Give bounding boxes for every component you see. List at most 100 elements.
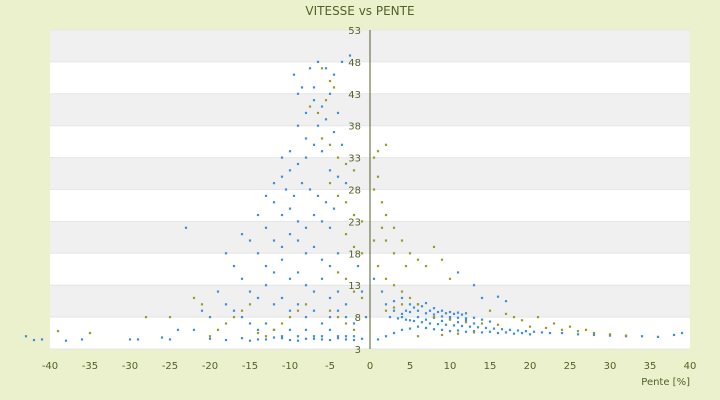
data-point-blue [404,309,408,312]
data-point-blue [280,337,284,340]
data-point-blue [476,326,480,329]
data-point-blue [408,303,412,306]
data-point-olive [392,284,396,287]
data-point-blue [500,328,504,331]
data-point-blue [300,182,304,185]
x-tick-label: -40 [42,361,58,372]
data-point-blue [440,309,444,312]
data-point-olive [592,331,596,335]
data-point-blue [312,143,316,146]
data-point-blue [136,338,140,341]
data-point-olive [360,220,364,223]
data-point-blue [472,322,476,325]
data-point-blue [240,277,244,280]
data-point-olive [336,156,340,159]
data-point-blue [288,233,292,236]
data-point-blue [328,226,332,229]
data-point-olive [208,335,212,338]
data-point-blue [304,337,308,340]
data-point-blue [384,335,388,338]
data-point-blue [448,310,452,314]
data-point-blue [456,271,460,274]
data-point-blue [540,331,544,334]
data-point-blue [280,245,284,249]
x-tick-label: -5 [325,361,335,372]
data-point-blue [24,335,28,338]
data-point-blue [344,303,348,306]
data-point-olive [376,150,380,153]
data-point-blue [248,339,252,342]
data-point-olive [392,306,396,309]
data-point-olive [408,296,412,300]
data-point-olive [352,290,356,293]
data-point-blue [364,316,368,319]
data-point-blue [320,220,324,223]
data-point-olive [440,258,444,261]
data-point-blue [416,309,420,312]
y-tick-label: 3 [355,345,361,356]
y-tick-label: 38 [348,122,361,133]
data-point-blue [280,258,284,261]
data-point-blue [296,162,300,166]
data-point-blue [320,338,324,341]
data-point-blue [312,309,316,312]
y-tick-label: 48 [348,58,361,69]
data-point-blue [248,239,252,242]
data-point-olive [320,137,324,140]
data-point-blue [304,226,308,229]
data-point-olive [584,328,588,331]
data-point-blue [328,92,332,95]
x-tick-label: -25 [162,361,178,372]
data-point-olive [232,316,236,319]
data-point-blue [340,143,344,146]
data-point-blue [296,239,300,242]
data-point-blue [128,338,132,341]
data-point-blue [456,321,460,324]
data-point-blue [480,318,484,321]
data-point-blue [488,320,492,323]
y-tick-label: 18 [348,249,361,260]
x-tick-label: 5 [407,361,413,372]
data-point-olive [360,252,364,255]
data-point-olive [400,290,404,293]
data-point-olive [144,316,148,319]
data-point-blue [456,316,460,319]
data-point-blue [480,296,484,300]
data-point-olive [248,303,252,306]
data-point-olive [624,334,628,337]
data-point-blue [32,338,36,342]
data-point-blue [328,264,332,268]
data-point-blue [208,316,212,319]
data-point-blue [288,309,292,312]
x-tick-label: -15 [242,361,258,372]
data-point-olive [536,316,540,319]
data-point-olive [424,264,428,268]
data-point-blue [296,303,300,306]
data-point-olive [308,105,312,108]
x-axis-ticks: -40 -35 -30 -25 -20 -15 -10 -5 0 5 10 15 20 25 30 35 40 [42,361,697,372]
data-point-blue [296,220,300,223]
data-point-olive [432,245,436,249]
data-point-blue [324,67,328,70]
data-point-blue [332,207,336,210]
x-tick-label: -10 [282,361,298,372]
data-point-blue [452,312,456,316]
data-point-olive [224,322,228,325]
data-point-blue [420,321,424,324]
data-point-blue [412,319,416,323]
data-point-blue [336,111,340,115]
data-point-olive [200,303,204,306]
data-point-blue [332,73,336,76]
x-tick-label: 0 [367,361,373,372]
data-point-olive [376,175,380,178]
data-point-blue [472,330,476,333]
data-point-blue [224,338,228,342]
data-point-olive [384,277,388,280]
data-point-blue [312,290,316,293]
data-point-blue [408,319,412,322]
data-point-blue [424,318,428,321]
data-point-blue [232,309,236,312]
data-point-olive [432,316,436,319]
